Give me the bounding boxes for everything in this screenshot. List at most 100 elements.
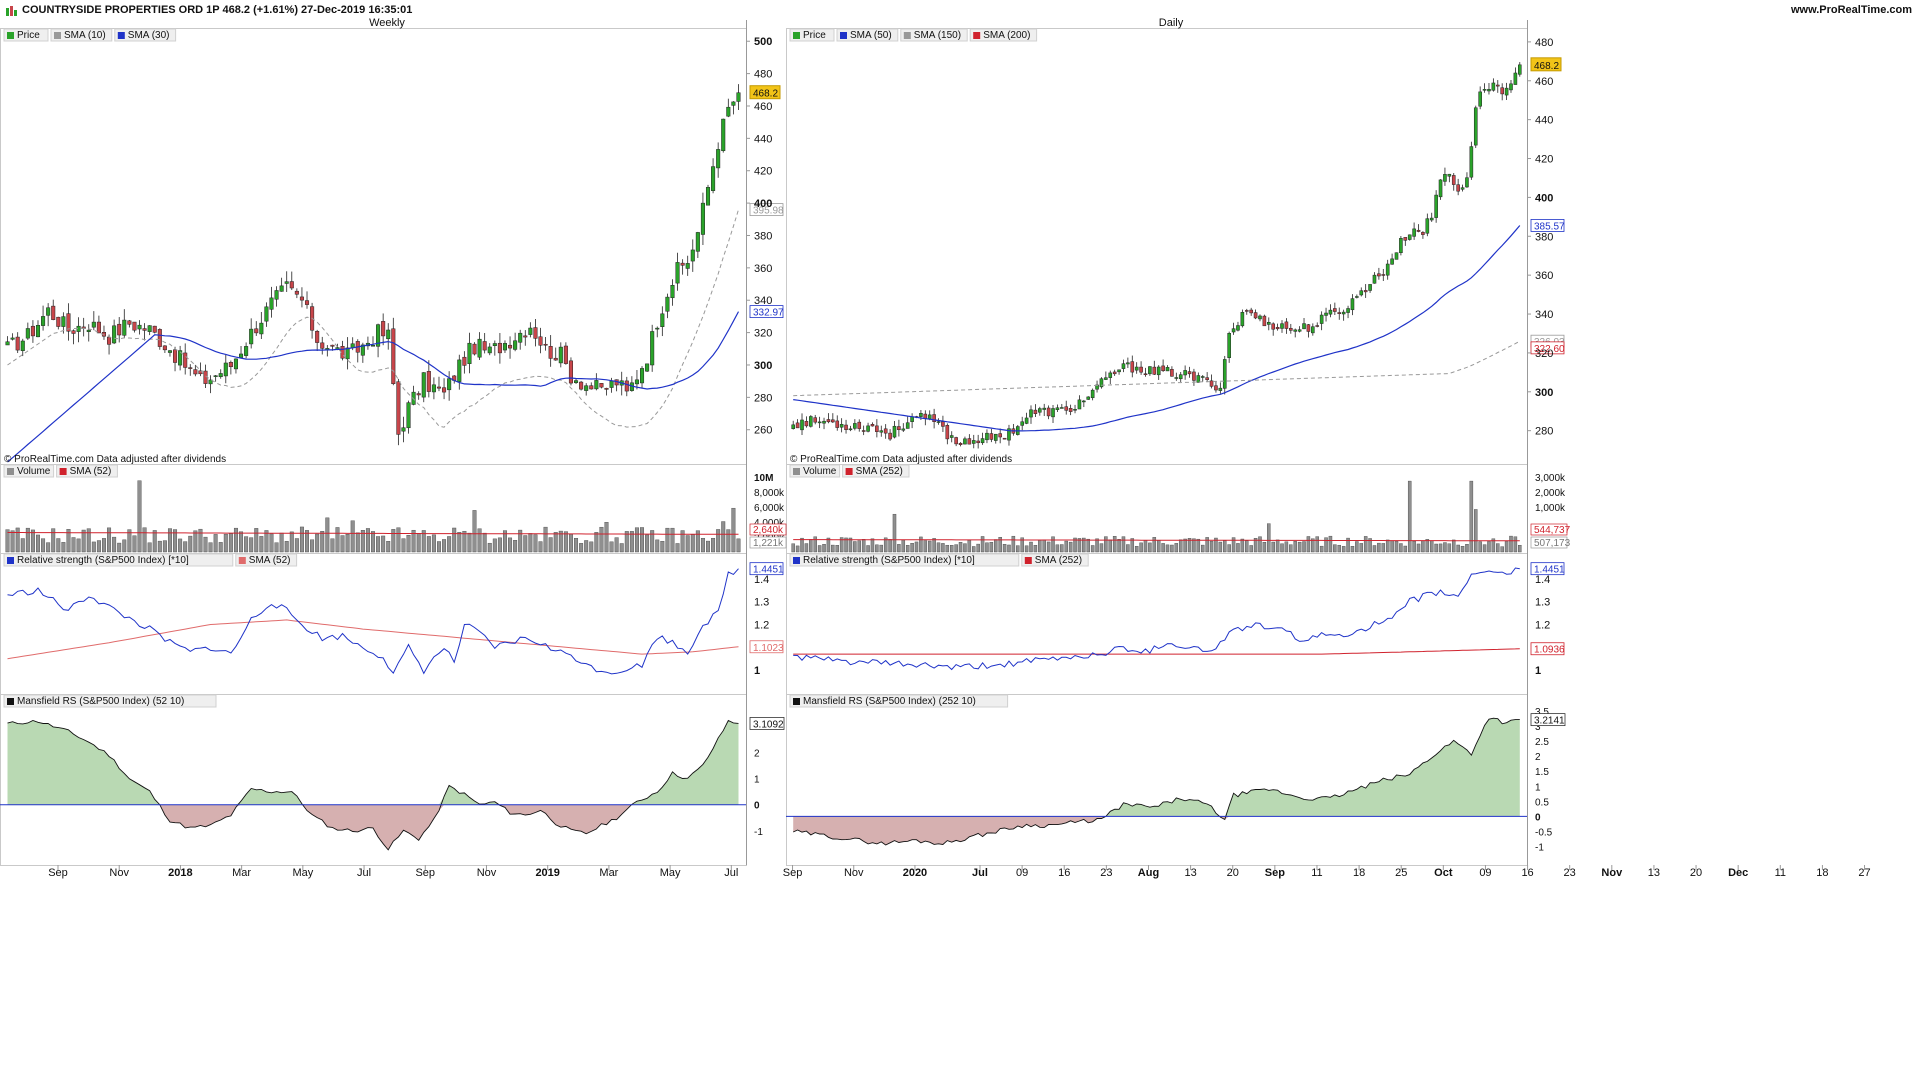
volume-bar	[305, 530, 309, 553]
daily-candles	[791, 62, 1522, 449]
price-tick-label: 420	[754, 166, 772, 178]
candle-body	[396, 381, 401, 435]
candle-body	[442, 387, 447, 393]
volume-bar	[401, 538, 406, 553]
volume-bar	[162, 540, 167, 553]
volume-bar	[1337, 544, 1341, 553]
price-tick-label: 280	[1535, 426, 1553, 438]
volume-bar	[1452, 539, 1456, 553]
candle-body	[1509, 83, 1513, 91]
candle-body	[1068, 408, 1073, 412]
candle-body	[86, 329, 91, 332]
candle-body	[1346, 308, 1350, 313]
volume-bar	[249, 537, 254, 553]
last-price-label: 468.2	[1534, 61, 1559, 72]
volume-bar	[1055, 544, 1060, 553]
volume-bar	[888, 539, 892, 553]
candle-body	[1421, 232, 1425, 235]
candle-body	[1082, 400, 1086, 403]
rs-tick-label: 1.4	[754, 574, 769, 586]
volume-bar	[1134, 546, 1139, 553]
price-tick-label: 380	[1535, 231, 1553, 243]
volume-bar	[1280, 543, 1284, 553]
volume-bar	[198, 528, 203, 553]
legend-item	[3, 464, 55, 478]
volume-bar	[381, 535, 386, 553]
price-tick-label: 340	[754, 295, 772, 307]
volume-bar	[1183, 538, 1187, 553]
price-tick-label: 460	[754, 101, 772, 113]
date-tick-label: Sep	[415, 867, 435, 879]
candle-body	[1456, 184, 1460, 192]
volume-bar	[945, 544, 950, 553]
date-tick-label: May	[292, 867, 313, 879]
candle-body	[1060, 407, 1064, 409]
volume-sma-value: 2,640k	[753, 525, 784, 536]
volume-bar	[1324, 537, 1328, 553]
candle-body	[1051, 408, 1055, 418]
candle-body	[736, 92, 741, 102]
mansfield-tick-label: 1.5	[1535, 767, 1549, 778]
candle-body	[949, 435, 954, 438]
mansfield-line	[7, 719, 739, 851]
legend-swatch	[7, 32, 14, 39]
volume-bar	[1425, 539, 1430, 553]
candle-body	[1077, 399, 1082, 410]
candle-body	[284, 281, 289, 284]
legend-label: Relative strength (S&P500 Index) [*10]	[803, 555, 975, 566]
price-tick-label: 460	[1535, 76, 1553, 88]
provider-url[interactable]: www.ProRealTime.com	[1790, 4, 1912, 16]
volume-bar	[426, 536, 431, 553]
volume-bar	[1275, 539, 1280, 553]
candle-body	[1227, 333, 1231, 358]
candle-body	[1425, 218, 1430, 234]
candle-body	[1491, 82, 1496, 91]
volume-bar	[634, 527, 639, 553]
volume-bar	[1046, 541, 1051, 553]
volume-bar	[1434, 543, 1438, 553]
legend-item	[3, 694, 217, 708]
rs-tick-label: 1.2	[754, 620, 769, 632]
candle-body	[1355, 296, 1359, 298]
candle-body	[579, 381, 584, 390]
candle-body	[513, 340, 518, 350]
candle-body	[330, 344, 335, 347]
candle-body	[1275, 327, 1280, 330]
volume-bar	[1491, 538, 1496, 553]
date-tick-label: 13	[1184, 867, 1196, 879]
candle-body	[1438, 179, 1443, 198]
volume-bar	[442, 539, 447, 553]
candle-body	[315, 330, 320, 343]
volume-bar	[650, 530, 655, 553]
mansfield-tick-label: 0	[1535, 812, 1541, 823]
legend-item	[114, 28, 177, 42]
volume-bar	[345, 534, 350, 553]
candle-body	[462, 356, 467, 366]
volume-bar	[122, 539, 127, 553]
volume-bar	[967, 540, 972, 553]
volume-bar	[1377, 542, 1381, 553]
volume-tick-label: 6,000k	[754, 503, 785, 514]
volume-bar	[985, 542, 989, 553]
volume-bar	[320, 531, 325, 553]
volume-bar	[1223, 540, 1227, 553]
volume-bar	[1311, 538, 1315, 553]
volume-bar	[848, 537, 853, 553]
volume-bar	[1302, 541, 1306, 553]
candle-body	[269, 297, 274, 310]
sma-30-line-value-label: 332.97	[753, 308, 784, 319]
legend-item	[50, 28, 113, 42]
volume-bar	[513, 540, 518, 553]
volume-bar	[822, 544, 826, 553]
volume-bar	[431, 534, 436, 553]
volume-bar	[269, 533, 274, 553]
rs-tick-label: 1	[1535, 665, 1541, 677]
candle-body	[795, 422, 800, 429]
volume-bar	[1319, 545, 1324, 553]
candle-body	[1249, 309, 1253, 314]
candle-body	[1284, 321, 1289, 329]
legend-item	[3, 553, 234, 567]
volume-bar	[1218, 541, 1223, 553]
candle-body	[1108, 372, 1113, 378]
candle-body	[1240, 312, 1245, 327]
